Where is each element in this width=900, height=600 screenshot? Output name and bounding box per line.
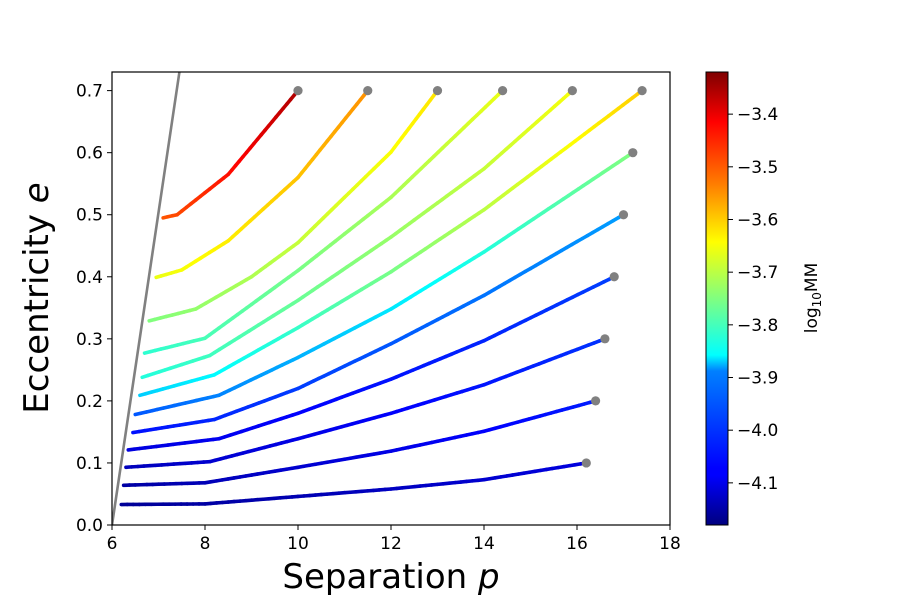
curve-endpoint-10 — [432, 86, 443, 96]
curve-1 — [119, 461, 589, 507]
y-axis-label: Eccentricity e — [17, 182, 57, 413]
curve-endpoint-3 — [600, 334, 610, 344]
y-tick-label: 0.1 — [76, 454, 103, 474]
colorbar-tick-label: −3.8 — [737, 316, 778, 336]
curve-4 — [126, 274, 617, 452]
separatrix-line — [112, 72, 181, 525]
colorbar-tick-label: −3.9 — [737, 369, 778, 389]
curve-5 — [131, 212, 626, 435]
y-tick-label: 0.5 — [76, 206, 103, 226]
curve-endpoint-8 — [567, 86, 577, 96]
colorbar-label-sub: 10 — [810, 292, 824, 307]
curve-12 — [161, 88, 300, 220]
colorbar-tick-label: −3.7 — [737, 263, 778, 283]
colorbar-tick-label: −3.6 — [737, 210, 778, 230]
curve-endpoint-1 — [581, 458, 591, 468]
curve-11 — [154, 88, 370, 280]
x-tick-label: 6 — [107, 534, 118, 554]
curves-layer — [112, 72, 644, 525]
colorbar-label-main: log — [802, 307, 822, 333]
colorbar-tick-label: −4.0 — [737, 421, 778, 441]
x-axis-ticks: 6 8 10 12 14 16 18 — [107, 525, 681, 554]
y-axis-ticks: 0.0 0.1 0.2 0.3 0.4 0.5 0.6 0.7 — [76, 82, 112, 536]
curve-2 — [121, 399, 598, 488]
curve-6 — [133, 150, 635, 417]
x-tick-label: 16 — [566, 534, 588, 554]
y-tick-label: 0.6 — [76, 144, 103, 164]
curve-endpoint-4 — [609, 272, 619, 282]
curve-endpoint-7 — [637, 86, 647, 96]
colorbar: −3.4 −3.5 −3.6 −3.7 −3.8 −3.9 −4.0 −4.1 log10MM — [705, 71, 824, 526]
curve-endpoint-11 — [363, 86, 373, 96]
x-tick-label: 12 — [380, 534, 402, 554]
y-axis-label-var: e — [17, 182, 57, 203]
colorbar-tick-label: −3.4 — [737, 105, 778, 125]
plot-frame — [111, 71, 671, 526]
x-axis-label-text: Separation — [282, 557, 467, 597]
colorbar-label-suffix: MM — [802, 263, 822, 292]
curve-10 — [147, 88, 440, 323]
y-tick-label: 0.4 — [76, 268, 103, 288]
curve-7 — [138, 88, 644, 398]
x-tick-label: 18 — [659, 534, 681, 554]
colorbar-gradient — [705, 71, 729, 526]
curve-endpoint-5 — [618, 210, 629, 220]
x-axis-label: Separation p — [282, 557, 499, 597]
x-tick-label: 10 — [287, 534, 309, 554]
colorbar-label: log10MM — [802, 263, 824, 334]
y-tick-label: 0.7 — [76, 82, 103, 102]
x-tick-label: 8 — [200, 534, 211, 554]
colorbar-tick-label: −3.5 — [737, 158, 778, 178]
curve-endpoint-6 — [628, 148, 638, 158]
y-axis-label-text: Eccentricity — [17, 214, 57, 414]
endpoints-layer — [293, 86, 647, 468]
y-tick-label: 0.2 — [76, 392, 103, 412]
y-tick-label: 0.3 — [76, 330, 103, 350]
curve-9 — [142, 88, 505, 355]
curve-endpoint-9 — [498, 86, 508, 96]
colorbar-ticks: −3.4 −3.5 −3.6 −3.7 −3.8 −3.9 −4.0 −4.1 — [728, 105, 778, 494]
plot-area: 6 8 10 12 14 16 18 0.0 0.1 0.2 0.3 0.4 0.5 0.6 0.7 — [76, 71, 681, 554]
curve-8 — [140, 88, 575, 380]
curve-endpoint-12 — [293, 86, 303, 96]
x-tick-label: 14 — [473, 534, 495, 554]
curve-endpoint-2 — [591, 396, 601, 406]
colorbar-tick-label: −4.1 — [737, 474, 778, 494]
y-tick-label: 0.0 — [76, 516, 103, 536]
x-axis-label-var: p — [477, 557, 500, 597]
